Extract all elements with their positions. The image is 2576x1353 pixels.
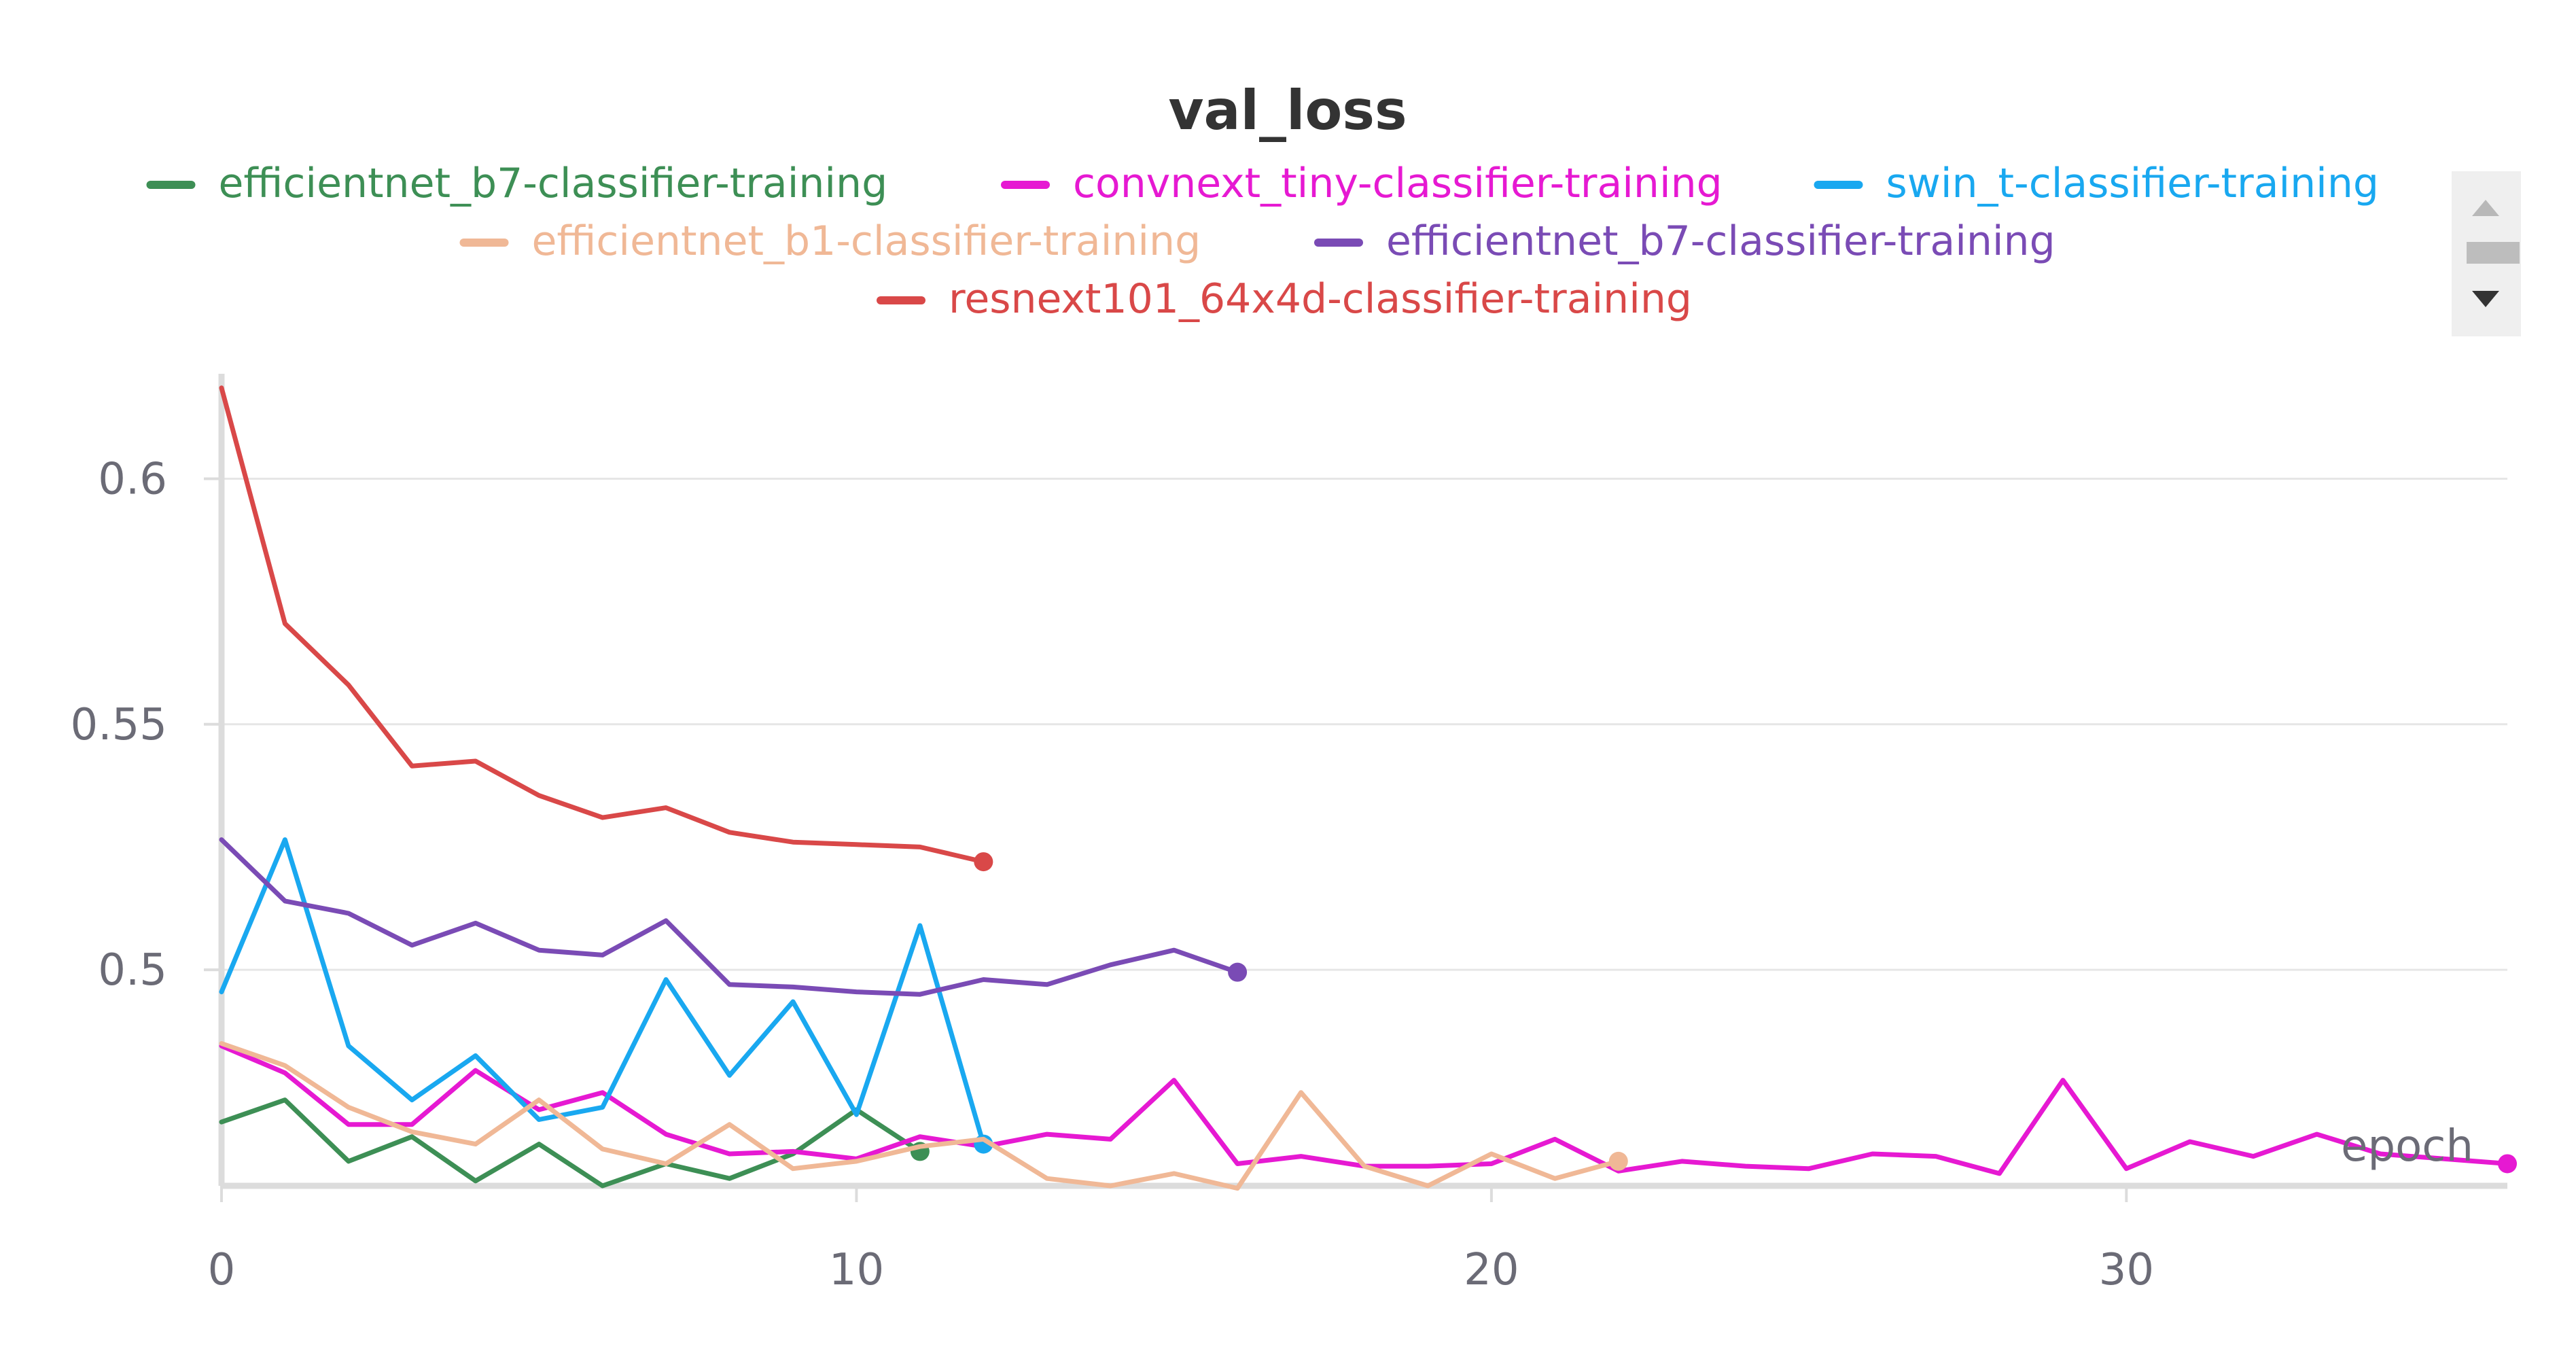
chart-title: val_loss [1168, 79, 1407, 142]
y-tick-label: 0.6 [98, 455, 167, 505]
series-line-3 [219, 1041, 1621, 1191]
ticks: 0.5 0.55 0.6 0 10 20 30 [71, 455, 2155, 1295]
x-tick-label: 20 [1464, 1245, 1519, 1295]
caret-down-icon[interactable] [2472, 291, 2499, 307]
series-lines [219, 385, 2517, 1191]
legend-label: convnext_tiny-classifier-training [1073, 160, 1723, 207]
y-tick-label: 0.5 [98, 945, 167, 996]
x-axis-label: epoch [2341, 1121, 2473, 1172]
legend-label: resnext101_64x4d-classifier-training [949, 275, 1692, 323]
axes [218, 374, 2507, 1189]
grid [222, 478, 2507, 971]
legend-label: swin_t-classifier-training [1886, 160, 2379, 207]
legend-label: efficientnet_b1-classifier-training [532, 217, 1201, 265]
series-end-marker-1 [2498, 1154, 2517, 1174]
caret-up-icon[interactable] [2472, 200, 2499, 216]
series-line-0 [219, 1097, 923, 1189]
series-line-4 [219, 837, 1240, 997]
legend-scroll[interactable] [2452, 171, 2521, 336]
legend-scroll-thumb[interactable] [2467, 242, 2520, 264]
series-end-marker-5 [974, 852, 993, 872]
x-tick-label: 10 [829, 1245, 884, 1295]
y-tick-label: 0.55 [71, 700, 168, 750]
series-line-2 [219, 837, 986, 1147]
series-line-1 [219, 1043, 2510, 1176]
legend: efficientnet_b7-classifier-training convn… [146, 160, 2379, 323]
legend-label: efficientnet_b7-classifier-training [1386, 217, 2055, 265]
series-end-marker-4 [1228, 962, 1248, 982]
series-end-marker-3 [1608, 1151, 1628, 1171]
x-tick-label: 30 [2099, 1245, 2154, 1295]
x-tick-label: 0 [208, 1245, 236, 1295]
legend-label: efficientnet_b7-classifier-training [219, 160, 888, 207]
series-line-5 [219, 385, 986, 864]
